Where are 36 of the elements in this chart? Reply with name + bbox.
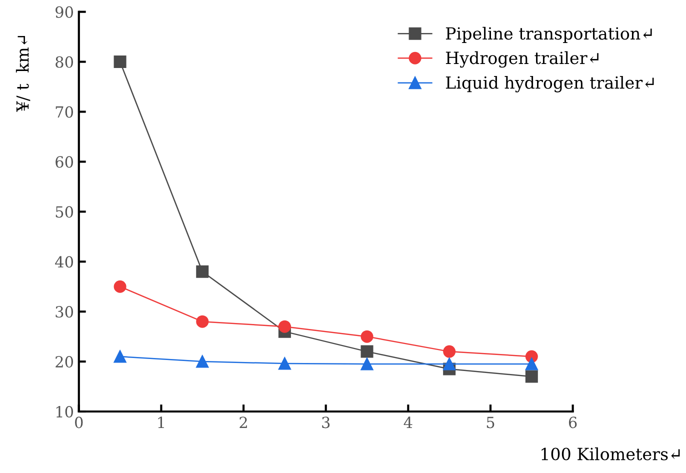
point xyxy=(278,357,291,370)
legend-label: Hydrogen trailer↵ xyxy=(446,51,598,68)
x-axis-title: 100 Kilometers↵ xyxy=(542,447,680,460)
point xyxy=(525,358,538,370)
x-tick-label: 4 xyxy=(404,416,412,428)
y-tick-label: 10 xyxy=(56,406,74,418)
point xyxy=(196,315,209,328)
point xyxy=(443,358,456,370)
point xyxy=(114,280,126,293)
point xyxy=(114,56,126,68)
point xyxy=(196,265,209,278)
point xyxy=(360,345,374,358)
legend-label: Liquid hydrogen trailer↵ xyxy=(446,76,654,92)
y-axis-title: ¥/ t km↵ xyxy=(16,36,30,112)
y-tick-label: 20 xyxy=(56,356,74,368)
y-tick-label: 30 xyxy=(56,306,74,318)
point xyxy=(278,320,291,333)
point xyxy=(443,345,456,358)
x-tick-label: 5 xyxy=(486,416,494,428)
y-tick-label: 90 xyxy=(56,6,74,18)
x-tick-label: 6 xyxy=(568,416,577,428)
y-tick-label: 50 xyxy=(56,206,74,218)
y-tick-label: 70 xyxy=(56,106,74,118)
x-tick-label: 2 xyxy=(240,416,247,428)
y-tick-label: 80 xyxy=(56,56,74,68)
point xyxy=(525,370,538,383)
point xyxy=(360,358,374,370)
point xyxy=(196,355,209,368)
y-tick-label: 40 xyxy=(55,256,74,268)
point xyxy=(114,350,126,363)
y-tick-label: 60 xyxy=(56,156,74,168)
x-tick-label: 0 xyxy=(75,416,83,428)
point xyxy=(360,330,374,343)
x-tick-label: 3 xyxy=(322,416,330,428)
x-tick-label: 1 xyxy=(158,416,164,428)
legend-label: Pipeline transportation↵ xyxy=(446,26,652,43)
